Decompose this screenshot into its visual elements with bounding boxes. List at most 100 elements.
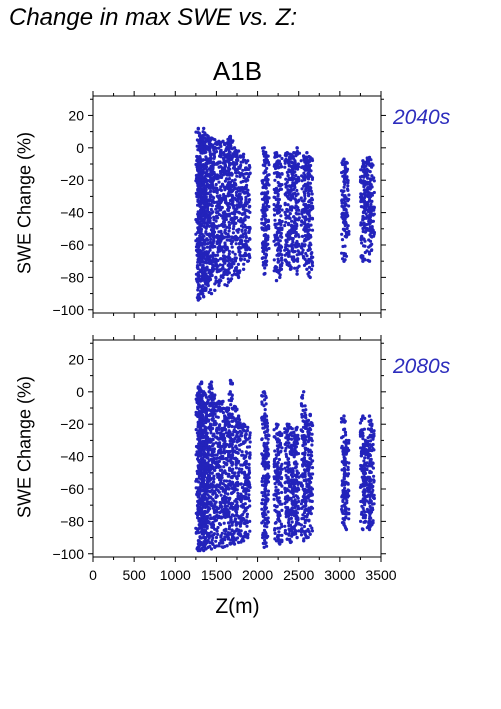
data-point: [204, 441, 209, 445]
data-point: [223, 271, 227, 276]
data-point: [264, 176, 269, 180]
data-point: [194, 453, 198, 457]
data-point: [365, 214, 369, 218]
data-point: [263, 271, 267, 276]
data-point: [278, 499, 282, 503]
data-point: [197, 248, 202, 252]
data-point: [228, 433, 232, 437]
data-point: [226, 459, 230, 463]
data-point: [276, 470, 280, 474]
data-point: [303, 257, 307, 261]
data-point: [211, 255, 215, 259]
data-point: [277, 159, 281, 163]
data-point: [273, 235, 277, 239]
data-point: [219, 516, 223, 520]
data-point: [365, 227, 369, 231]
data-point: [289, 160, 294, 164]
data-point: [368, 197, 372, 201]
data-point: [263, 453, 267, 457]
data-point: [236, 491, 240, 495]
data-point: [237, 219, 241, 223]
data-point: [197, 470, 201, 474]
data-point: [228, 524, 232, 528]
data-point: [239, 224, 244, 228]
data-point: [272, 213, 277, 217]
data-point: [293, 184, 297, 189]
data-point: [266, 493, 270, 497]
data-point: [219, 144, 223, 148]
data-point: [302, 244, 307, 248]
data-point: [307, 265, 312, 269]
data-point: [342, 185, 346, 189]
data-point: [199, 405, 203, 409]
data-point: [263, 212, 267, 216]
data-point: [245, 244, 249, 248]
data-point: [238, 533, 242, 537]
data-point: [299, 159, 303, 163]
data-point: [248, 172, 252, 176]
data-point: [294, 217, 298, 221]
data-point: [248, 431, 252, 435]
data-point: [222, 256, 226, 260]
data-point: [210, 173, 214, 177]
data-point: [241, 207, 245, 211]
data-point: [206, 419, 210, 423]
data-point: [310, 201, 314, 205]
data-point: [264, 541, 268, 545]
data-point: [235, 510, 239, 514]
data-point: [262, 249, 266, 253]
data-point: [266, 489, 270, 493]
data-point: [200, 222, 204, 227]
data-point: [211, 143, 215, 147]
data-point: [204, 258, 208, 263]
data-point: [367, 238, 371, 242]
data-point: [366, 169, 370, 173]
data-point: [275, 203, 280, 207]
data-point: [230, 412, 234, 416]
data-point: [231, 195, 235, 199]
data-point: [370, 165, 374, 169]
data-point: [233, 405, 238, 409]
data-point: [208, 401, 212, 406]
data-point: [247, 476, 251, 480]
data-point: [231, 467, 235, 471]
data-point: [214, 182, 218, 187]
data-point: [221, 211, 225, 215]
data-point: [289, 156, 294, 160]
data-point: [219, 155, 223, 159]
data-point: [274, 475, 278, 479]
data-point: [294, 198, 298, 202]
data-point: [280, 502, 284, 506]
data-point: [266, 447, 270, 451]
data-point: [196, 280, 200, 284]
data-point: [231, 462, 235, 466]
data-point: [211, 417, 215, 421]
data-point: [263, 398, 267, 402]
data-point: [211, 414, 215, 418]
data-point: [196, 266, 200, 271]
data-point: [278, 227, 283, 232]
data-point: [293, 170, 297, 174]
data-point: [286, 249, 290, 253]
data-point: [241, 212, 245, 216]
data-point: [262, 245, 266, 249]
data-point: [198, 157, 202, 161]
data-point: [278, 247, 282, 251]
data-point: [247, 489, 251, 493]
data-point: [307, 175, 311, 179]
data-point: [277, 541, 281, 545]
data-point: [209, 530, 213, 534]
data-point: [215, 431, 219, 435]
data-point: [242, 494, 246, 499]
data-point: [263, 266, 267, 270]
x-axis-label: Z(m): [215, 595, 260, 618]
data-point: [245, 512, 249, 516]
data-point: [290, 172, 294, 176]
data-point: [210, 176, 215, 180]
data-point: [197, 181, 202, 185]
data-point: [199, 168, 203, 172]
point-column: [219, 399, 227, 549]
data-point: [231, 456, 235, 460]
data-point: [202, 446, 206, 450]
data-point: [366, 204, 370, 208]
